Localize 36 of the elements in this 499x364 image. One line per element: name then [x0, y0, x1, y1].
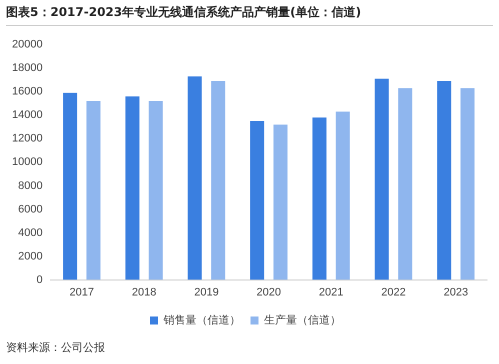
y-tick-label: 16000 — [12, 86, 43, 98]
x-tick-label: 2023 — [444, 286, 468, 298]
bar — [86, 101, 100, 280]
bar — [148, 101, 163, 280]
y-tick-label: 2000 — [18, 250, 43, 262]
bar — [273, 124, 288, 280]
y-tick-label: 10000 — [12, 156, 43, 168]
y-tick-label: 20000 — [12, 38, 43, 51]
y-tick-label: 18000 — [12, 62, 43, 74]
x-tick-label: 2020 — [256, 286, 282, 298]
y-tick-label: 4000 — [18, 226, 43, 239]
y-tick-label: 8000 — [18, 180, 43, 192]
bar — [125, 96, 140, 280]
bar — [398, 88, 412, 280]
legend-label: 生产量（信道） — [264, 314, 341, 327]
x-tick-label: 2019 — [194, 286, 219, 298]
x-tick-label: 2018 — [132, 286, 156, 298]
bar — [63, 92, 78, 280]
bar — [250, 121, 264, 280]
bar — [312, 118, 326, 280]
bar — [336, 112, 350, 280]
bar — [460, 88, 475, 280]
x-tick-label: 2022 — [381, 286, 406, 298]
bar — [211, 81, 226, 280]
y-tick-label: 0 — [36, 274, 43, 286]
bar — [437, 81, 452, 280]
chart-title: 图表5：2017-2023年专业无线通信系统产品产销量(单位：信道) — [6, 4, 493, 26]
y-tick-label: 12000 — [12, 132, 43, 145]
bar — [188, 76, 202, 280]
y-tick-label: 14000 — [12, 109, 43, 122]
y-tick-label: 6000 — [18, 203, 43, 216]
text: 资料来源：公司公报 — [6, 340, 105, 355]
legend-label: 销售量（信道） — [162, 314, 240, 327]
x-tick-label: 2017 — [70, 286, 94, 298]
x-tick-label: 2021 — [318, 286, 344, 298]
bar — [374, 78, 389, 280]
